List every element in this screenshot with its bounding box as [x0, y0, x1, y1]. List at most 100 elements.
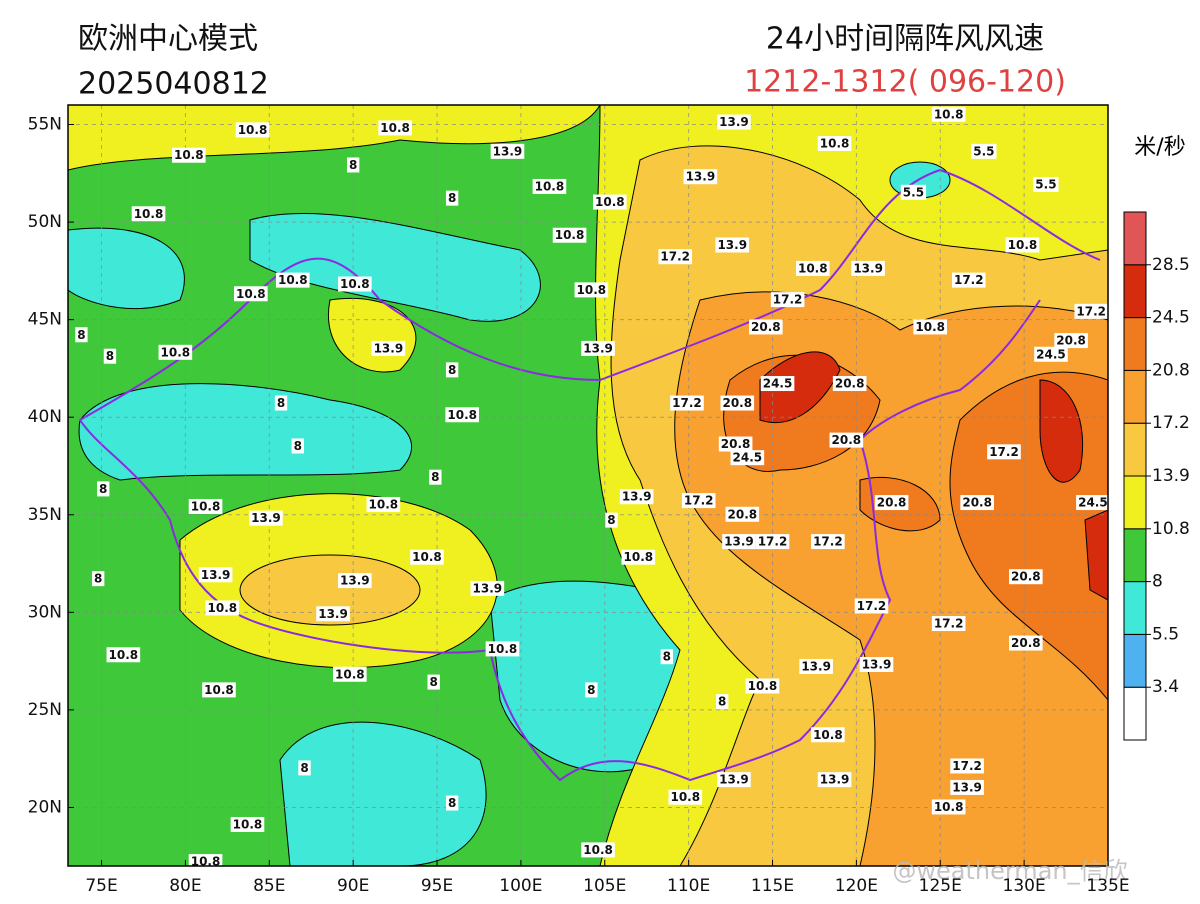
- label-box: [859, 657, 894, 673]
- contour-label: 10.8: [410, 549, 444, 565]
- x-tick-label: 115E: [751, 876, 794, 896]
- label-box: [1009, 635, 1043, 651]
- contour-label: 13.9: [371, 340, 406, 356]
- label-text: 20.8: [1056, 334, 1086, 348]
- label-text: 17.2: [954, 273, 984, 287]
- label-text: 8: [448, 191, 456, 205]
- contour-label: 17.2: [854, 598, 889, 614]
- label-box: [445, 362, 459, 378]
- label-box: [730, 450, 765, 466]
- label-box: [795, 260, 830, 276]
- label-text: 13.9: [318, 607, 348, 621]
- contour-label: 10.8: [158, 344, 193, 360]
- label-box: [1074, 303, 1108, 319]
- contour-label: 13.9: [316, 606, 350, 622]
- label-box: [581, 340, 615, 356]
- contour-label: 13.9: [470, 580, 505, 596]
- label-text: 13.9: [719, 773, 749, 787]
- label-box: [103, 348, 117, 364]
- contour-label: 8: [445, 795, 459, 811]
- label-text: 20.8: [722, 396, 752, 410]
- label-box: [851, 260, 885, 276]
- contour-label: 10.8: [338, 276, 372, 292]
- contour-label: 8: [585, 682, 598, 698]
- contour-label: 20.8: [960, 495, 994, 511]
- unit: 米/秒: [1134, 135, 1185, 160]
- contour-label: 24.5: [1034, 346, 1068, 362]
- contour-label: 8: [346, 157, 360, 173]
- contour-label: 10.8: [1005, 237, 1040, 253]
- label-text: 17.2: [989, 445, 1019, 459]
- label-text: 20.8: [751, 320, 781, 334]
- x-tick-label: 135E: [1086, 876, 1129, 896]
- contour-label: 5.5: [900, 184, 927, 200]
- y-tick-label: 35N: [28, 505, 62, 525]
- contour-label: 20.8: [720, 395, 755, 411]
- label-text: 13.9: [952, 780, 982, 794]
- contour-label: 17.2: [755, 534, 790, 550]
- red-zones: [759, 351, 1108, 601]
- contour-label: 8: [103, 348, 117, 364]
- label-box: [660, 649, 674, 665]
- label-text: 8: [277, 396, 285, 410]
- contour-label: 10.8: [931, 799, 966, 815]
- label-box: [593, 194, 627, 210]
- contour-label: 10.8: [795, 260, 830, 276]
- contour-label: 13.9: [715, 237, 750, 253]
- contour-label: 10.8: [188, 854, 223, 866]
- label-box: [316, 606, 350, 622]
- label-text: 10.8: [577, 283, 607, 297]
- label-box: [366, 497, 401, 513]
- label-text: 10.8: [813, 728, 843, 742]
- colorbar-bin: [1123, 686, 1147, 741]
- label-text: 17.2: [857, 599, 887, 613]
- y-tick-label: 50N: [28, 212, 62, 232]
- label-box: [681, 493, 716, 509]
- label-box: [410, 549, 444, 565]
- label-text: 10.8: [380, 121, 410, 135]
- y-tick-label: 45N: [28, 310, 62, 330]
- contour-label: 10.8: [621, 549, 656, 565]
- x-tick-label: 100E: [499, 876, 542, 896]
- contour-label: 10.8: [275, 272, 310, 288]
- label-box: [338, 276, 372, 292]
- label-text: 8: [448, 796, 456, 810]
- label-box: [188, 854, 223, 866]
- contour-label: 17.2: [811, 534, 845, 550]
- label-text: 24.5: [763, 377, 793, 391]
- contour-label: 10.8: [230, 817, 265, 833]
- init-time: 2025040812: [78, 67, 269, 102]
- label-box: [1005, 237, 1040, 253]
- contour-label: 10.8: [378, 120, 412, 136]
- label-box: [532, 178, 567, 194]
- colorbar-bin: [1123, 475, 1147, 530]
- label-text: 8: [448, 363, 456, 377]
- contour-label: 10.8: [581, 842, 615, 858]
- contour-label: 8: [298, 760, 311, 776]
- label-box: [298, 760, 311, 776]
- label-text: 13.9: [820, 773, 850, 787]
- label-text: 13.9: [251, 511, 281, 525]
- label-text: 8: [294, 439, 302, 453]
- label-text: 10.8: [204, 683, 234, 697]
- label-text: 10.8: [233, 818, 263, 832]
- contour-label: 17.2: [951, 272, 986, 288]
- label-box: [799, 658, 833, 674]
- contour-label: 13.9: [338, 573, 372, 589]
- contour-label: 10.8: [811, 727, 845, 743]
- colorbar-label: 10.8: [1152, 519, 1190, 539]
- label-text: 20.8: [835, 377, 865, 391]
- contour-label: 13.9: [581, 340, 615, 356]
- x-tick-label: 90E: [337, 876, 369, 896]
- contour-label: 8: [75, 327, 88, 343]
- contour-label: 13.9: [817, 772, 852, 788]
- label-text: 13.9: [686, 170, 716, 184]
- contour-label: 17.2: [931, 616, 966, 632]
- label-box: [755, 534, 790, 550]
- label-box: [770, 292, 805, 308]
- map-frame: [67, 104, 1109, 867]
- colorbar-bin: [1123, 528, 1147, 583]
- contour-label: 8: [605, 512, 618, 528]
- label-text: 17.2: [758, 535, 788, 549]
- label-box: [811, 534, 845, 550]
